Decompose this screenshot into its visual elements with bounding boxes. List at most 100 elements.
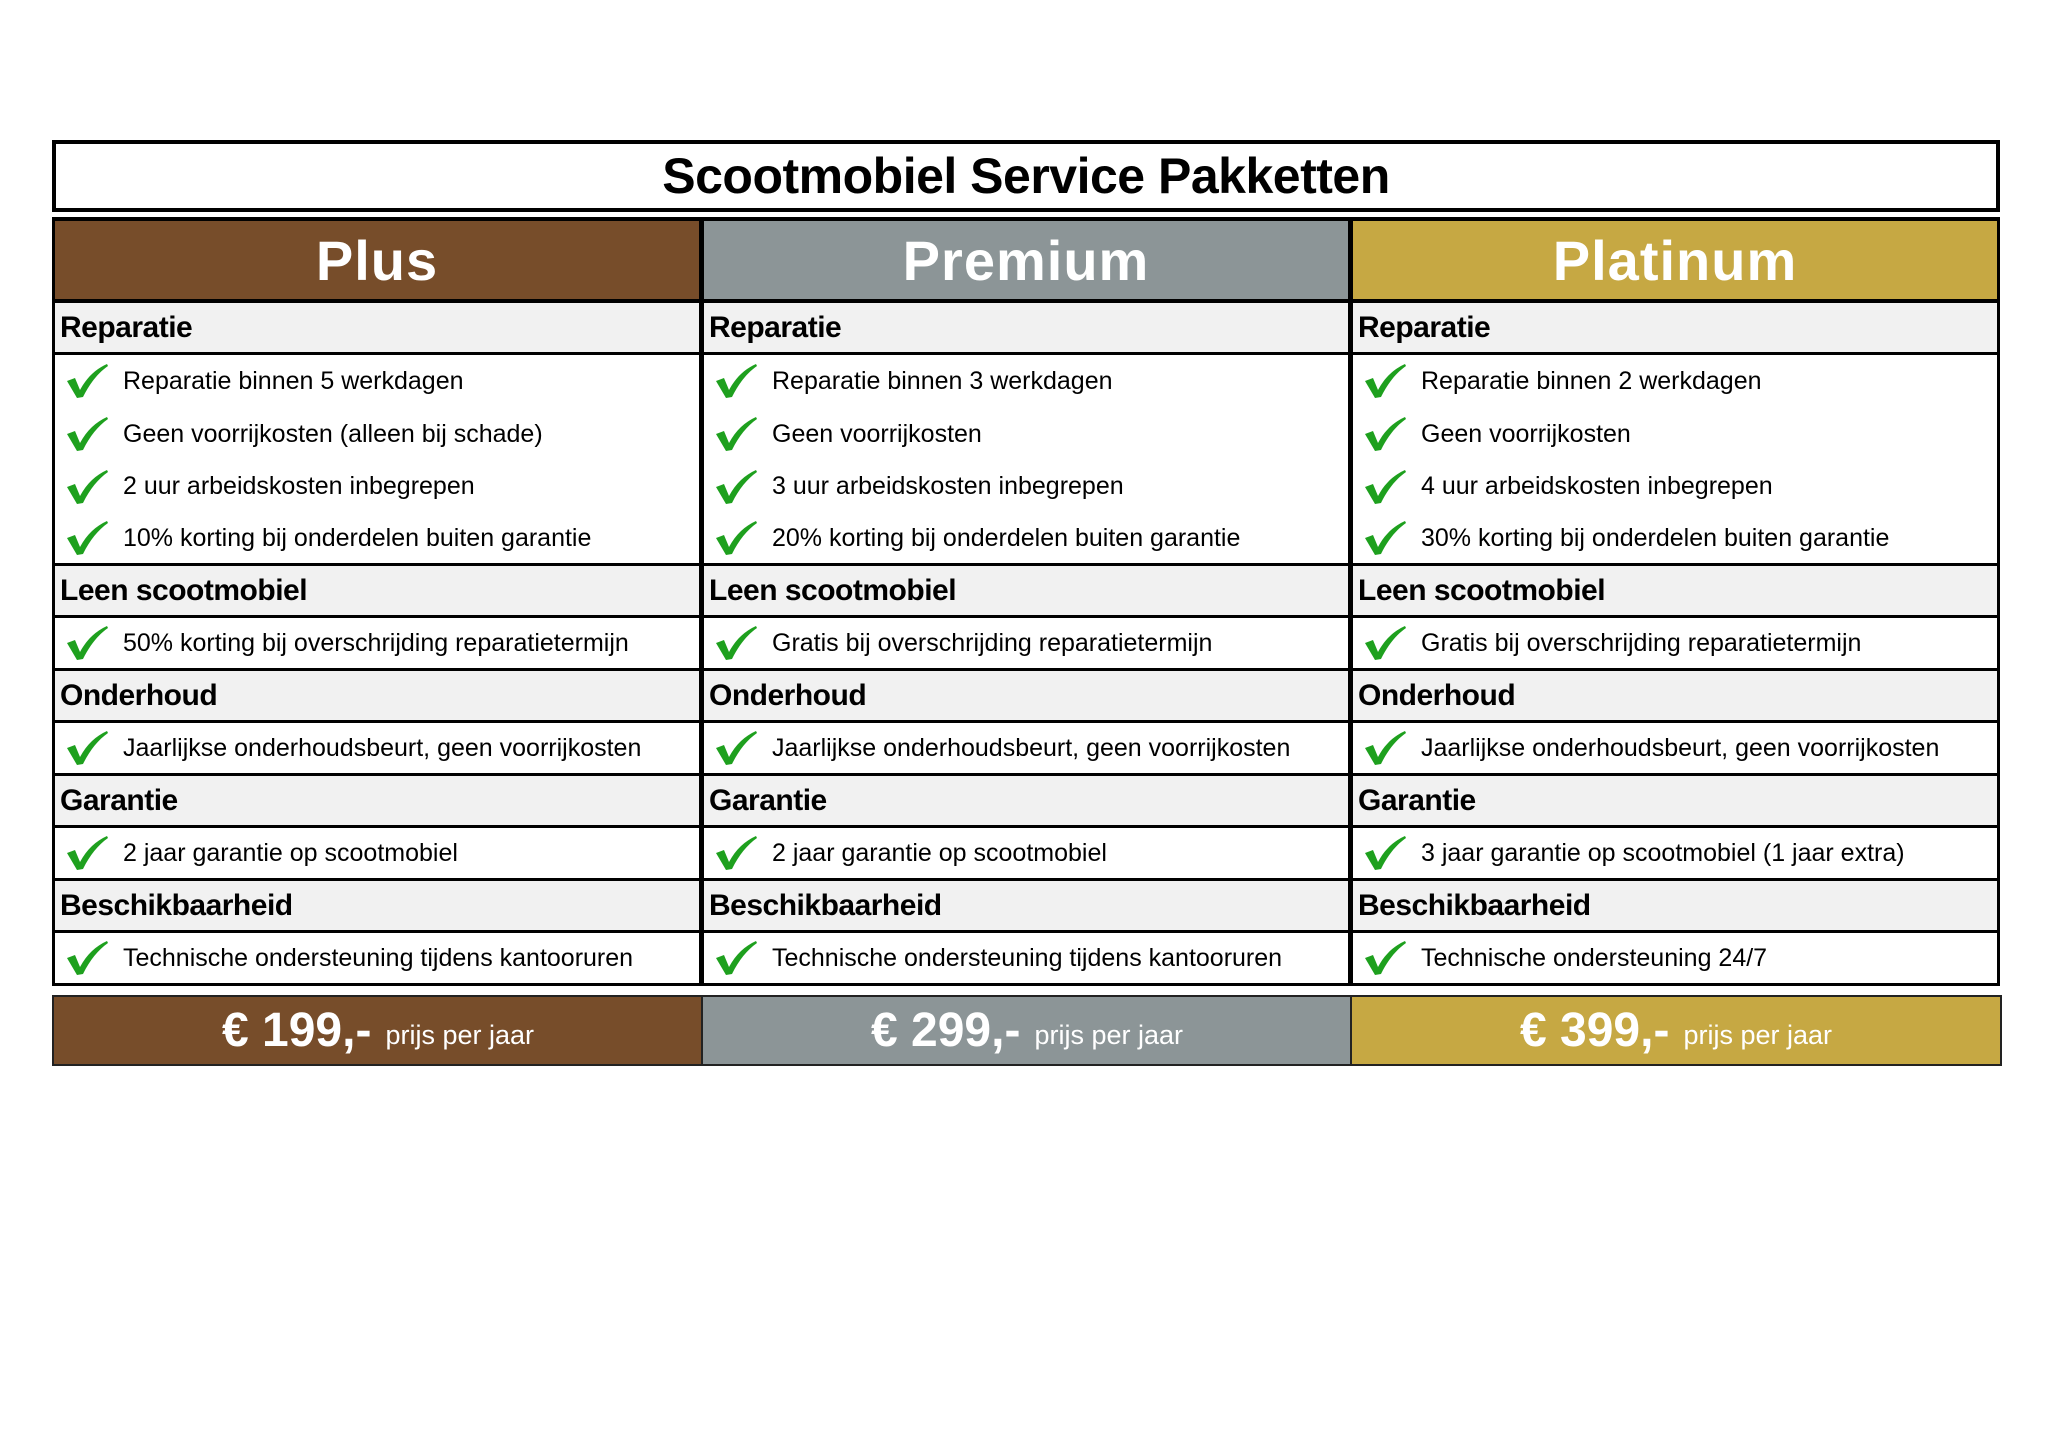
feature-text: 20% korting bij onderdelen buiten garant… — [772, 523, 1241, 552]
feature-item: Jaarlijkse onderhoudsbeurt, geen voorrij… — [701, 723, 1351, 777]
feature-item: 20% korting bij onderdelen buiten garant… — [701, 513, 1351, 567]
package-table: Plus Reparatie Reparatie binnen 5 werkdage… — [52, 217, 2000, 987]
checkmark-icon — [1365, 626, 1406, 661]
feature-item: Technische ondersteuning 24/7 — [1350, 933, 2000, 987]
checkmark-icon — [1365, 364, 1406, 399]
section-heading: Beschikbaarheid — [1350, 881, 2000, 934]
feature-text: 4 uur arbeidskosten inbegrepen — [1421, 472, 1773, 501]
checkmark-icon — [67, 626, 108, 661]
feature-item: Geen voorrijkosten — [1350, 407, 2000, 461]
section-heading: Reparatie — [52, 303, 702, 355]
feature-item: Jaarlijkse onderhoudsbeurt, geen voorrij… — [1350, 723, 2000, 777]
feature-item: 2 jaar garantie op scootmobiel — [52, 828, 702, 882]
checkmark-icon — [67, 469, 108, 504]
feature-text: Jaarlijkse onderhoudsbeurt, geen voorrij… — [1421, 733, 1940, 762]
section-heading: Onderhoud — [1350, 671, 2000, 724]
checkmark-icon — [67, 364, 108, 399]
feature-text: Gratis bij overschrijding reparatietermi… — [772, 628, 1213, 657]
checkmark-icon — [1365, 731, 1406, 766]
checkmark-icon — [67, 836, 108, 871]
checkmark-icon — [716, 364, 757, 399]
feature-text: Technische ondersteuning tijdens kantoor… — [123, 943, 634, 972]
feature-item: 30% korting bij onderdelen buiten garant… — [1350, 513, 2000, 567]
feature-item: Gratis bij overschrijding reparatietermi… — [1350, 618, 2000, 672]
section-heading: Onderhoud — [52, 671, 702, 724]
feature-text: Geen voorrijkosten — [772, 419, 982, 448]
feature-item: 50% korting bij overschrijding reparatie… — [52, 618, 702, 672]
checkmark-icon — [1365, 521, 1406, 556]
price-cell-plus: € 199,- prijs per jaar — [52, 995, 704, 1066]
plan-name: Plus — [52, 217, 702, 303]
feature-item: Jaarlijkse onderhoudsbeurt, geen voorrij… — [52, 723, 702, 777]
feature-text: Gratis bij overschrijding reparatietermi… — [1421, 628, 1862, 657]
feature-item: Gratis bij overschrijding reparatietermi… — [701, 618, 1351, 672]
checkmark-icon — [67, 731, 108, 766]
feature-text: 3 jaar garantie op scootmobiel (1 jaar e… — [1421, 838, 1905, 867]
section-heading: Leen scootmobiel — [1350, 566, 2000, 619]
price-suffix: prijs per jaar — [1034, 1020, 1183, 1050]
checkmark-icon — [67, 941, 108, 976]
feature-text: Reparatie binnen 2 werkdagen — [1421, 366, 1762, 395]
feature-text: Reparatie binnen 3 werkdagen — [772, 366, 1113, 395]
feature-text: Jaarlijkse onderhoudsbeurt, geen voorrij… — [123, 733, 642, 762]
feature-item: 2 uur arbeidskosten inbegrepen — [52, 460, 702, 514]
feature-item: 4 uur arbeidskosten inbegrepen — [1350, 460, 2000, 514]
feature-item: Geen voorrijkosten (alleen bij schade) — [52, 407, 702, 461]
price-cell-platinum: € 399,- prijs per jaar — [1350, 995, 2002, 1066]
feature-item: 2 jaar garantie op scootmobiel — [701, 828, 1351, 882]
feature-text: Technische ondersteuning 24/7 — [1421, 943, 1768, 972]
checkmark-icon — [1365, 469, 1406, 504]
checkmark-icon — [716, 626, 757, 661]
feature-text: 2 uur arbeidskosten inbegrepen — [123, 472, 475, 501]
feature-text: 30% korting bij onderdelen buiten garant… — [1421, 523, 1890, 552]
feature-text: Reparatie binnen 5 werkdagen — [123, 366, 464, 395]
price-amount: € 199,- — [222, 1004, 372, 1057]
section-heading: Garantie — [1350, 776, 2000, 829]
plan-column-platinum: Platinum Reparatie Reparatie binnen 2 werk… — [1350, 217, 2000, 987]
checkmark-icon — [1365, 836, 1406, 871]
feature-text: Geen voorrijkosten (alleen bij schade) — [123, 419, 543, 448]
feature-item: 10% korting bij onderdelen buiten garant… — [52, 513, 702, 567]
section-heading: Beschikbaarheid — [52, 881, 702, 934]
checkmark-icon — [67, 417, 108, 452]
feature-text: 2 jaar garantie op scootmobiel — [123, 838, 458, 867]
page-title: Scootmobiel Service Pakketten — [662, 148, 1390, 204]
feature-text: 3 uur arbeidskosten inbegrepen — [772, 472, 1124, 501]
feature-item: 3 jaar garantie op scootmobiel (1 jaar e… — [1350, 828, 2000, 882]
feature-item: Technische ondersteuning tijdens kantoor… — [52, 933, 702, 987]
feature-text: 10% korting bij onderdelen buiten garant… — [123, 523, 592, 552]
title-box: Scootmobiel Service Pakketten — [52, 140, 2000, 212]
section-heading: Onderhoud — [701, 671, 1351, 724]
plan-column-premium: Premium Reparatie Reparatie binnen 3 werkd… — [701, 217, 1351, 987]
plan-name: Platinum — [1350, 217, 2000, 303]
checkmark-icon — [716, 521, 757, 556]
section-heading: Beschikbaarheid — [701, 881, 1351, 934]
checkmark-icon — [67, 521, 108, 556]
checkmark-icon — [1365, 941, 1406, 976]
plan-column-plus: Plus Reparatie Reparatie binnen 5 werkdage… — [52, 217, 702, 987]
feature-item: Geen voorrijkosten — [701, 407, 1351, 461]
price-suffix: prijs per jaar — [1683, 1020, 1832, 1050]
feature-item: Reparatie binnen 3 werkdagen — [701, 355, 1351, 408]
feature-item: 3 uur arbeidskosten inbegrepen — [701, 460, 1351, 514]
section-heading: Garantie — [52, 776, 702, 829]
section-heading: Reparatie — [701, 303, 1351, 355]
checkmark-icon — [716, 417, 757, 452]
section-heading: Leen scootmobiel — [52, 566, 702, 619]
checkmark-icon — [716, 469, 757, 504]
section-heading: Leen scootmobiel — [701, 566, 1351, 619]
feature-text: 50% korting bij overschrijding reparatie… — [123, 628, 629, 657]
section-heading: Garantie — [701, 776, 1351, 829]
checkmark-icon — [1365, 417, 1406, 452]
price-amount: € 399,- — [1520, 1004, 1670, 1057]
checkmark-icon — [716, 731, 757, 766]
plan-name: Premium — [701, 217, 1351, 303]
feature-text: Geen voorrijkosten — [1421, 419, 1631, 448]
section-heading: Reparatie — [1350, 303, 2000, 355]
checkmark-icon — [716, 941, 757, 976]
feature-text: Jaarlijkse onderhoudsbeurt, geen voorrij… — [772, 733, 1291, 762]
feature-text: 2 jaar garantie op scootmobiel — [772, 838, 1107, 867]
price-amount: € 299,- — [871, 1004, 1021, 1057]
feature-item: Reparatie binnen 5 werkdagen — [52, 355, 702, 408]
feature-item: Reparatie binnen 2 werkdagen — [1350, 355, 2000, 408]
